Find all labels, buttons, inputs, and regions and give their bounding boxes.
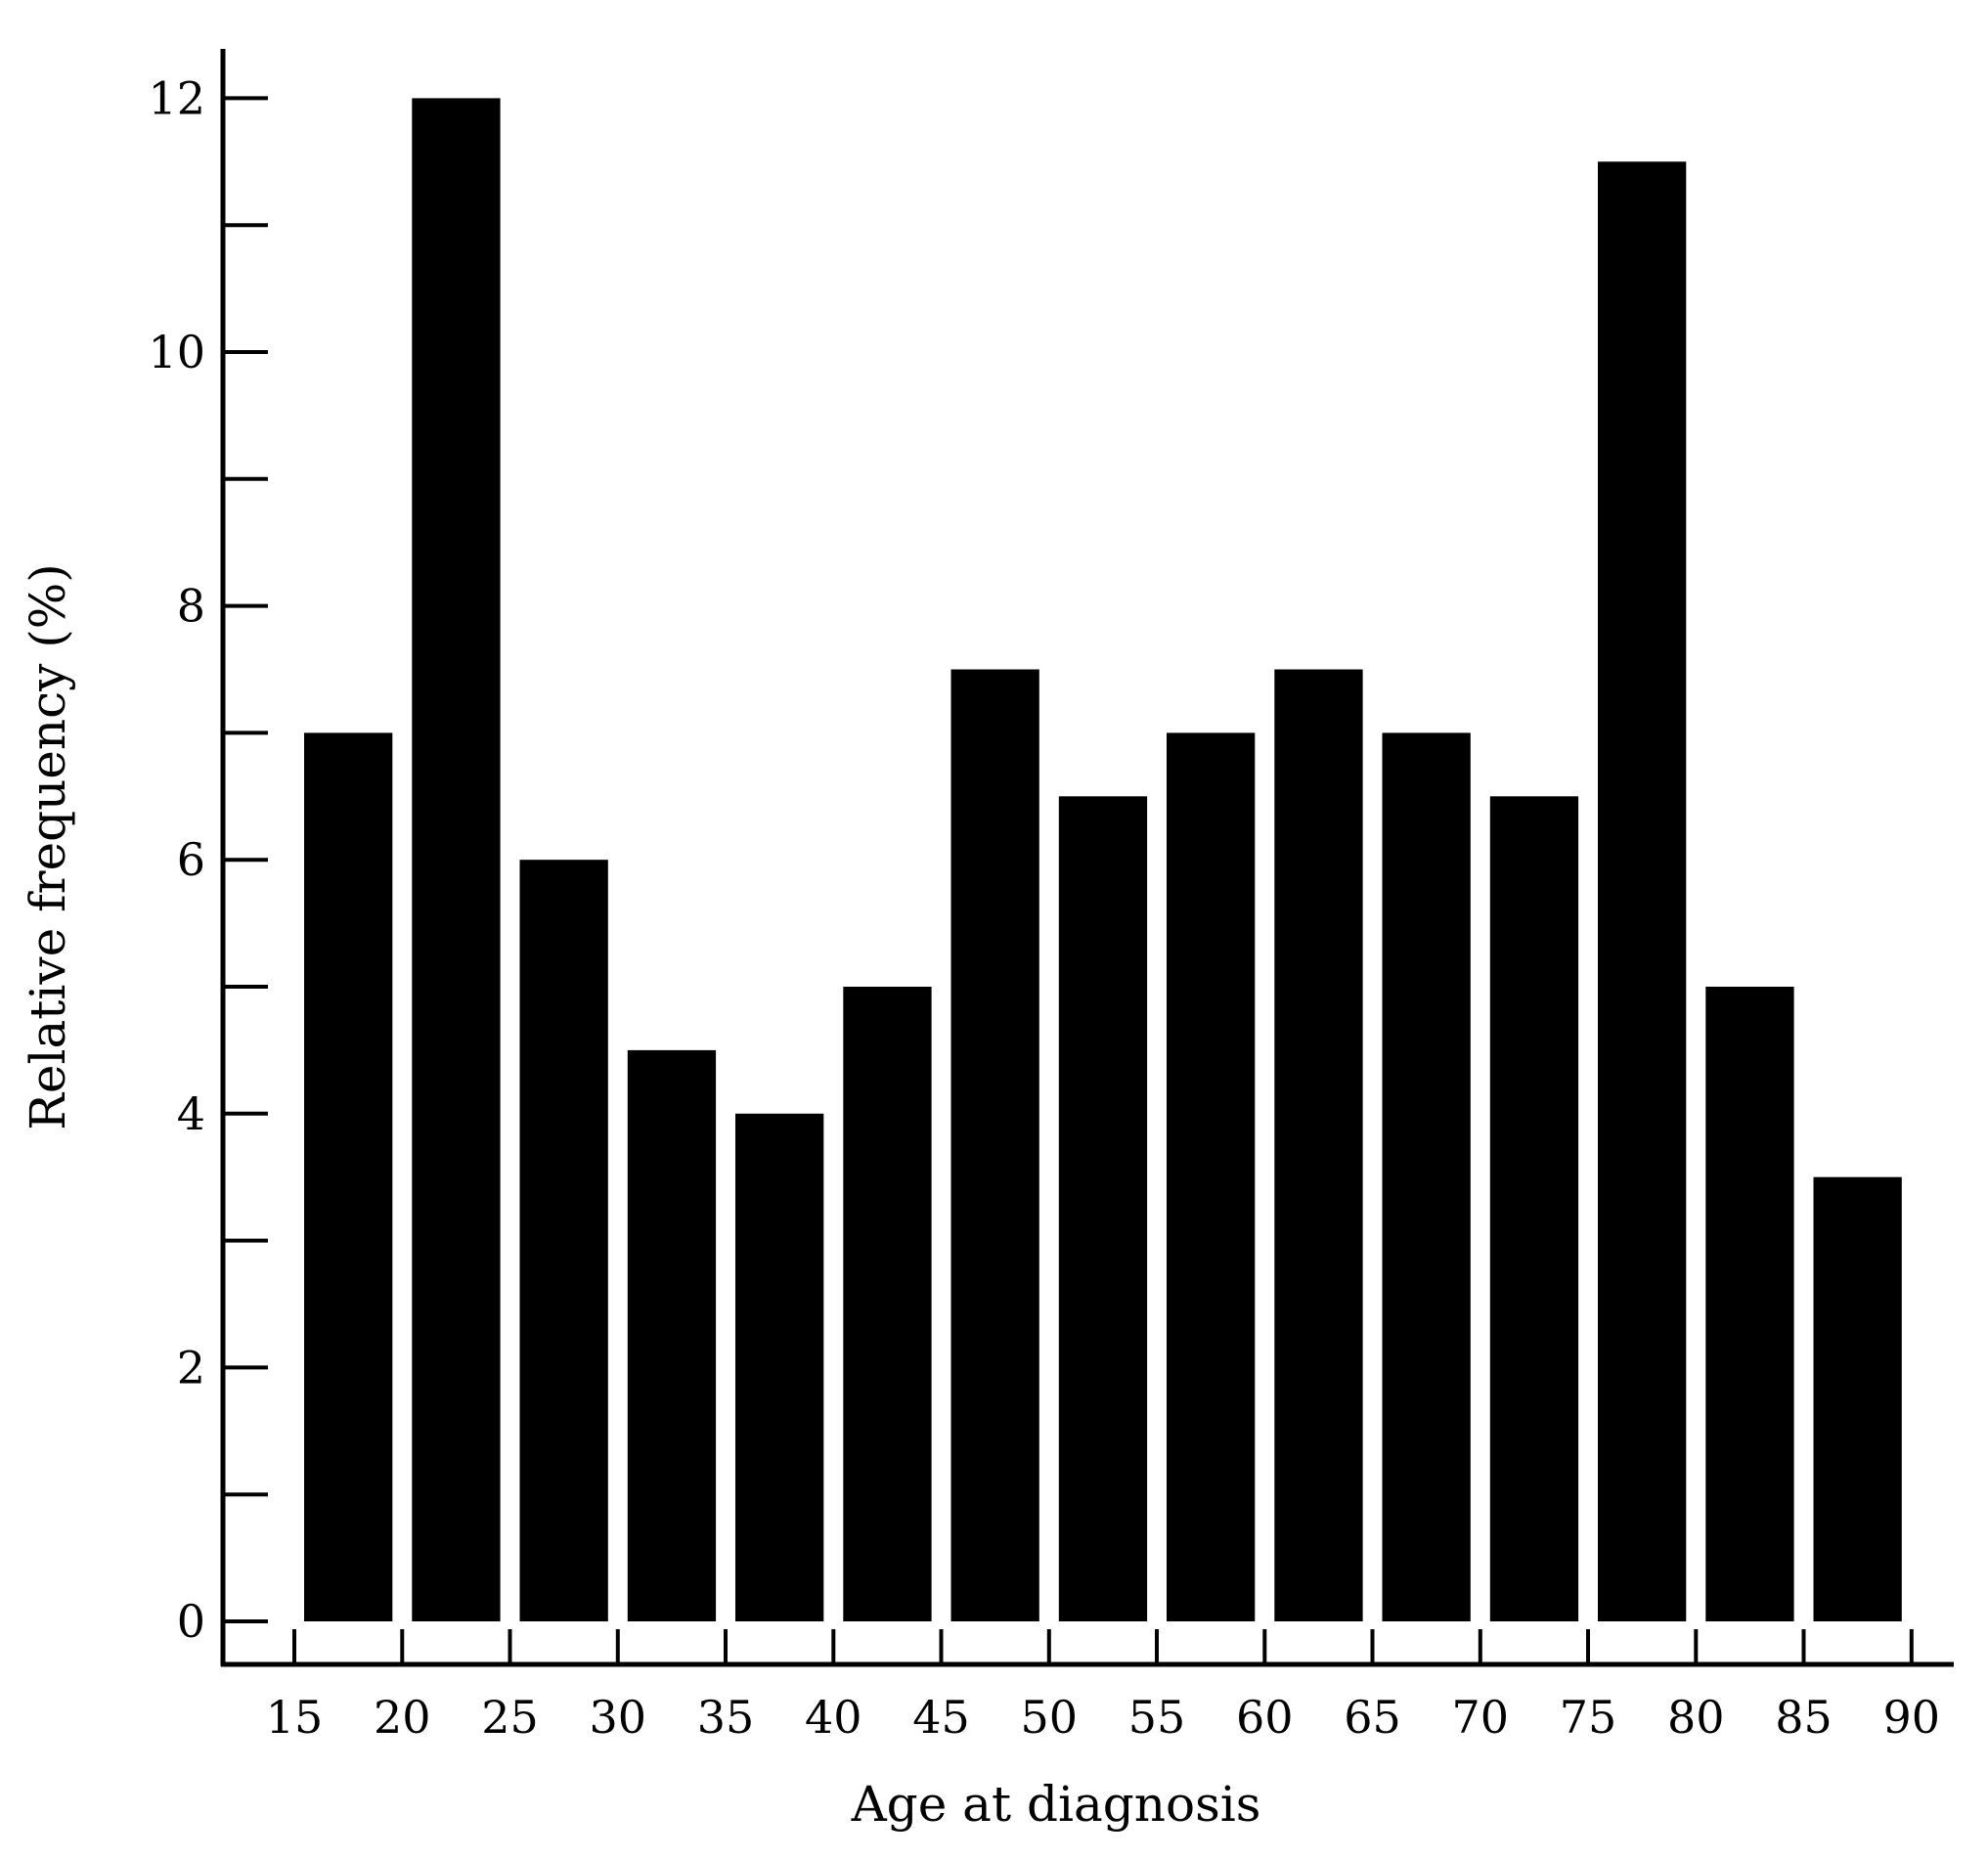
bar-25-30	[519, 860, 608, 1621]
y-tick-label-2: 2	[177, 1341, 205, 1394]
y-axis-title: Relative frequency (%)	[20, 563, 76, 1130]
x-tick-label-20: 20	[374, 1691, 431, 1744]
bar-55-60	[1167, 732, 1256, 1621]
y-tick-label-4: 4	[177, 1087, 205, 1140]
x-tick-label-30: 30	[590, 1691, 647, 1744]
y-tick-label-12: 12	[148, 71, 205, 124]
x-tick-label-15: 15	[266, 1691, 324, 1744]
x-tick-label-85: 85	[1775, 1691, 1833, 1744]
bar-50-55	[1058, 796, 1148, 1621]
x-tick-label-40: 40	[805, 1691, 862, 1744]
bar-20-25	[412, 98, 501, 1621]
y-tick-label-8: 8	[177, 580, 205, 633]
bar-75-80	[1598, 161, 1687, 1621]
bar-85-90	[1813, 1176, 1902, 1621]
bar-70-75	[1489, 796, 1579, 1621]
bar-40-45	[843, 987, 932, 1621]
bar-35-40	[735, 1113, 824, 1621]
x-tick-label-80: 80	[1667, 1691, 1725, 1744]
x-tick-label-45: 45	[912, 1691, 970, 1744]
x-axis-title: Age at diagnosis	[851, 1776, 1261, 1833]
y-axis: 0 2 4 6 8 10 12	[148, 49, 268, 1666]
x-tick-label-35: 35	[697, 1691, 755, 1744]
bar-80-85	[1705, 987, 1794, 1621]
x-tick-label-65: 65	[1344, 1691, 1401, 1744]
bars-group	[304, 98, 1902, 1621]
bar-60-65	[1274, 669, 1363, 1621]
x-tick-label-75: 75	[1560, 1691, 1617, 1744]
x-tick-label-25: 25	[481, 1691, 539, 1744]
x-tick-label-50: 50	[1021, 1691, 1079, 1744]
bar-15-20	[304, 732, 393, 1621]
x-tick-label-55: 55	[1128, 1691, 1186, 1744]
y-tick-label-6: 6	[177, 833, 205, 886]
x-tick-label-90: 90	[1883, 1691, 1941, 1744]
bar-45-50	[950, 669, 1039, 1621]
bar-30-35	[627, 1049, 717, 1621]
x-axis: 15 20 25 30 35 40 45 50 55 60 65 70 75 80 85 90	[221, 1629, 1954, 1744]
bar-65-70	[1382, 732, 1471, 1621]
x-tick-label-70: 70	[1452, 1691, 1510, 1744]
y-tick-label-10: 10	[148, 326, 205, 378]
y-tick-label-0: 0	[177, 1595, 205, 1648]
x-tick-label-60: 60	[1236, 1691, 1294, 1744]
